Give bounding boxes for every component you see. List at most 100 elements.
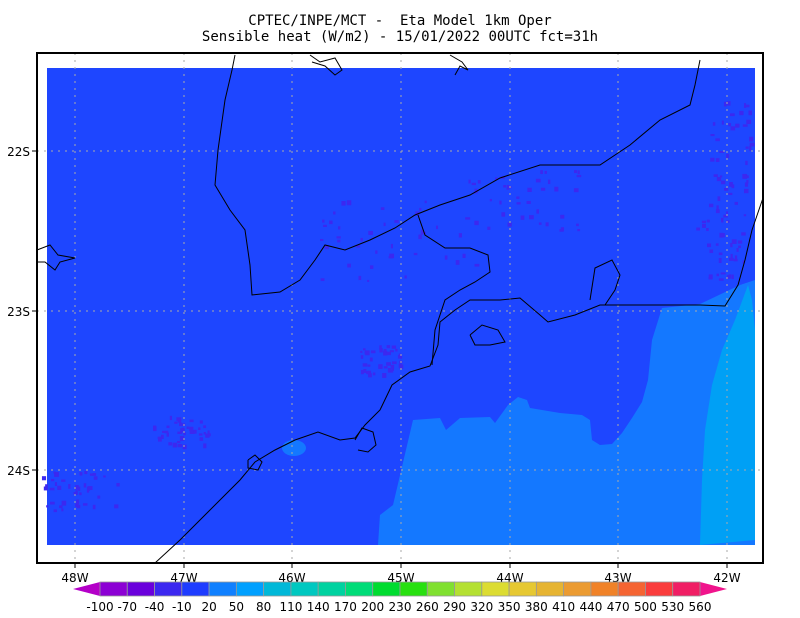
field-speckle — [743, 103, 747, 108]
field-speckle — [59, 505, 63, 509]
colorbar-over-triangle — [700, 582, 727, 596]
field-speckle — [730, 242, 733, 248]
field-speckle — [49, 487, 55, 491]
field-speckle — [169, 415, 173, 421]
field-speckle — [738, 245, 741, 249]
field-speckle — [734, 201, 738, 205]
field-speckle — [198, 433, 203, 436]
field-speckle — [347, 263, 351, 268]
field-speckle — [708, 203, 714, 208]
field-speckle — [162, 430, 165, 433]
field-speckle — [177, 419, 182, 423]
field-speckle — [390, 243, 393, 249]
field-speckle — [742, 173, 748, 179]
field-speckle — [46, 505, 49, 508]
field-speckle — [721, 120, 724, 125]
field-speckle — [529, 215, 534, 220]
field-speckle — [419, 207, 422, 211]
field-speckle — [388, 256, 393, 259]
field-speckle — [203, 432, 206, 435]
field-speckle — [382, 373, 387, 378]
field-speckle — [207, 430, 210, 434]
field-speckle — [92, 504, 96, 510]
colorbar-label: 20 — [201, 600, 216, 614]
field-speckle — [474, 220, 479, 226]
field-speckle — [507, 222, 512, 227]
map-frame — [36, 52, 764, 564]
field-speckle — [746, 180, 749, 184]
field-speckle — [718, 278, 724, 281]
field-speckle — [391, 361, 397, 365]
field-speckle — [176, 440, 181, 444]
field-speckle — [207, 433, 211, 437]
field-speckle — [730, 126, 736, 131]
field-speckle — [535, 178, 541, 183]
field-speckle — [745, 160, 748, 166]
field-speckle — [61, 508, 64, 512]
lon-label: 42W — [713, 571, 740, 585]
field-level-3 — [700, 285, 755, 545]
field-speckle — [116, 482, 120, 487]
colorbar-box — [208, 581, 237, 597]
field-speckle — [45, 484, 48, 488]
field-speckle — [736, 248, 739, 252]
field-speckle — [333, 211, 336, 215]
field-speckle — [203, 443, 207, 449]
field-speckle — [707, 243, 712, 248]
field-speckle — [706, 228, 709, 232]
river-outline — [449, 54, 469, 76]
colorbar-label: 530 — [661, 600, 684, 614]
field-speckle — [560, 227, 565, 231]
colorbar-label: 140 — [307, 600, 330, 614]
field-speckle — [458, 233, 462, 238]
field-speckle — [749, 142, 755, 147]
field-speckle — [495, 177, 498, 180]
field-speckle — [83, 483, 87, 488]
colorbar-label: 170 — [334, 600, 357, 614]
field-speckle — [465, 217, 471, 220]
field-speckle — [719, 175, 723, 178]
field-speckle — [366, 370, 370, 375]
colorbar-label: 110 — [279, 600, 302, 614]
colorbar-box — [563, 581, 592, 597]
field-speckle — [715, 209, 720, 214]
field-speckle — [363, 348, 366, 351]
field-speckle — [336, 236, 341, 239]
field-speckle — [363, 369, 367, 374]
field-speckle — [577, 170, 580, 175]
field-speckle — [720, 180, 726, 185]
river-outline — [309, 54, 343, 76]
field-speckle — [153, 425, 157, 431]
field-speckle — [716, 177, 722, 182]
field-speckle — [727, 275, 730, 280]
field-level-2 — [378, 280, 755, 545]
field-speckle — [177, 431, 183, 434]
colorbar-box — [399, 581, 428, 597]
field-speckle — [379, 348, 383, 353]
colorbar-box — [181, 581, 210, 597]
field-speckle — [79, 492, 82, 496]
field-speckle — [41, 476, 47, 481]
field-speckle — [97, 495, 101, 499]
state-border — [417, 214, 491, 366]
field-speckle — [702, 223, 706, 228]
field-speckle — [474, 188, 478, 194]
field-speckle — [387, 369, 391, 373]
field-speckle — [360, 237, 363, 242]
field-speckle — [389, 350, 394, 353]
field-speckle — [78, 486, 81, 491]
field-speckle — [413, 252, 418, 256]
lon-label: 46W — [278, 571, 305, 585]
field-speckle — [718, 258, 722, 263]
field-spots — [41, 101, 755, 513]
lat-label: 22S — [7, 145, 30, 159]
field-speckle — [731, 184, 735, 189]
colorbar-box — [317, 581, 346, 597]
field-speckle — [372, 372, 376, 376]
colorbar-label: 200 — [361, 600, 384, 614]
field-speckle — [735, 123, 740, 128]
field-speckle — [50, 501, 55, 505]
field-speckle — [367, 364, 371, 367]
colorbar-label: 290 — [443, 600, 466, 614]
